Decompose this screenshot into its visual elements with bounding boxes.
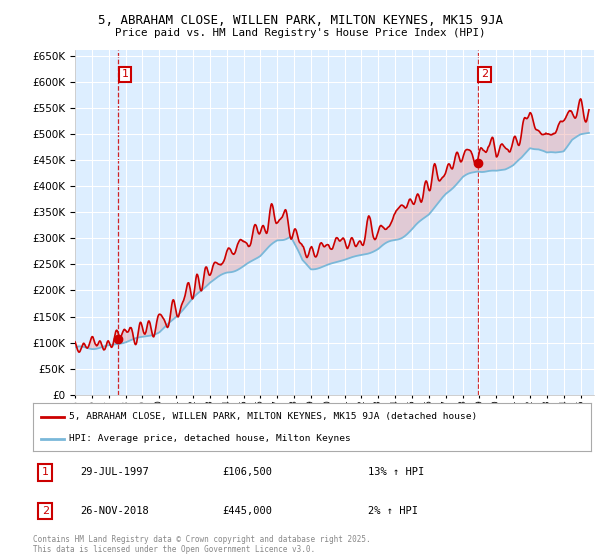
Text: 29-JUL-1997: 29-JUL-1997 <box>80 468 149 478</box>
Text: 1: 1 <box>122 69 128 80</box>
Text: 1: 1 <box>42 468 49 478</box>
Text: £445,000: £445,000 <box>223 506 273 516</box>
Text: 5, ABRAHAM CLOSE, WILLEN PARK, MILTON KEYNES, MK15 9JA (detached house): 5, ABRAHAM CLOSE, WILLEN PARK, MILTON KE… <box>69 412 478 421</box>
Text: 13% ↑ HPI: 13% ↑ HPI <box>368 468 424 478</box>
Text: 26-NOV-2018: 26-NOV-2018 <box>80 506 149 516</box>
Text: Price paid vs. HM Land Registry's House Price Index (HPI): Price paid vs. HM Land Registry's House … <box>115 28 485 38</box>
Text: HPI: Average price, detached house, Milton Keynes: HPI: Average price, detached house, Milt… <box>69 435 351 444</box>
Text: 2% ↑ HPI: 2% ↑ HPI <box>368 506 418 516</box>
Text: 2: 2 <box>481 69 488 80</box>
Text: 5, ABRAHAM CLOSE, WILLEN PARK, MILTON KEYNES, MK15 9JA: 5, ABRAHAM CLOSE, WILLEN PARK, MILTON KE… <box>97 14 503 27</box>
Text: 2: 2 <box>42 506 49 516</box>
Text: £106,500: £106,500 <box>223 468 273 478</box>
Text: Contains HM Land Registry data © Crown copyright and database right 2025.
This d: Contains HM Land Registry data © Crown c… <box>33 535 371 554</box>
